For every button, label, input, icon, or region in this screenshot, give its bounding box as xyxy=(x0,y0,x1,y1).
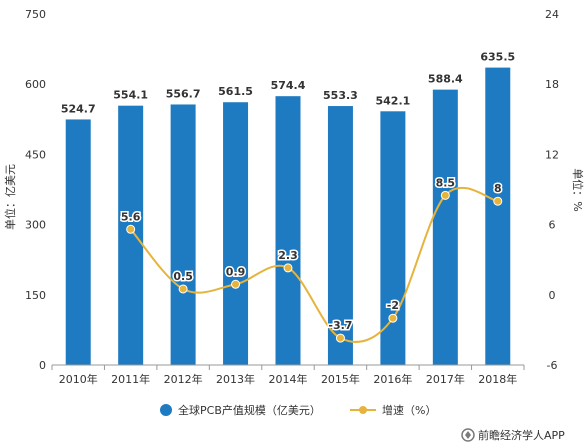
legend-line-dot xyxy=(359,406,367,414)
axes: 2010年 2011年 2012年 2013年 2014年 2015年 2016年 2017年… xyxy=(25,8,559,386)
data-labels: 524.7 554.1 556.7 561.5 574.4 553.3 542.1 588.4… xyxy=(61,51,515,334)
line-value-label: -2 xyxy=(387,299,399,312)
line-value-label: -3.7 xyxy=(328,319,352,332)
bar xyxy=(118,105,144,365)
y-right-tick-label: 18 xyxy=(545,78,559,91)
line-point xyxy=(440,190,450,200)
x-tick-label: 2017年 xyxy=(426,372,465,386)
y-right-tick-label: 12 xyxy=(545,148,559,161)
bar xyxy=(327,106,353,365)
x-tick-label: 2014年 xyxy=(269,372,308,386)
legend-line-label: 增速（%） xyxy=(382,403,436,417)
line-value-label-halo: 0.9 xyxy=(226,265,246,278)
line-value-label-halo: 5.6 xyxy=(121,210,141,223)
line-value-label-halo: 8 xyxy=(494,182,502,195)
bar xyxy=(432,89,458,366)
line-point xyxy=(231,279,241,289)
line-value-label: 2.3 xyxy=(278,249,298,262)
line-value-label-halo: 8.5 xyxy=(436,176,456,189)
bar-series xyxy=(65,67,511,366)
y-axis-right-title: 单位：% xyxy=(571,168,585,211)
bar xyxy=(223,102,249,365)
y-left-tick-label: 600 xyxy=(25,78,46,91)
footer-brand: 前瞻经济学人APP xyxy=(461,428,565,442)
legend: 全球PCB产值规模（亿美元） 增速（%） xyxy=(160,403,436,417)
line-value-label-halo: -2 xyxy=(387,299,399,312)
line-value-label-halo: 0.5 xyxy=(173,270,193,283)
line-value-label: 0.9 xyxy=(226,265,246,278)
x-tick-label: 2018年 xyxy=(478,372,517,386)
y-right-tick-label: 24 xyxy=(545,8,559,21)
bar-value-label: 588.4 xyxy=(428,73,463,86)
x-tick-label: 2012年 xyxy=(164,372,203,386)
line-value-label: 8 xyxy=(494,182,502,195)
y-axis-left-title: 单位：亿美元 xyxy=(3,164,17,230)
bar-value-label: 635.5 xyxy=(480,51,515,64)
y-right-tick-label: 6 xyxy=(549,219,556,232)
bar-value-label: 556.7 xyxy=(166,87,201,100)
y-left-tick-label: 0 xyxy=(39,359,46,372)
bar-value-label: 561.5 xyxy=(218,85,253,98)
y-left-tick-label: 450 xyxy=(25,148,46,161)
y-left-tick-label: 150 xyxy=(25,289,46,302)
line-value-label: 0.5 xyxy=(173,270,193,283)
x-tick-label: 2011年 xyxy=(111,372,150,386)
y-right-tick-label: -6 xyxy=(547,359,558,372)
bar xyxy=(170,104,196,365)
bar xyxy=(275,96,301,366)
y-left-tick-label: 300 xyxy=(25,219,46,232)
bar xyxy=(380,111,406,365)
brand-logo-mark xyxy=(465,431,471,439)
bar xyxy=(65,119,91,365)
bar xyxy=(485,67,511,365)
y-left-tick-label: 750 xyxy=(25,8,46,21)
line-point xyxy=(283,263,293,273)
line-value-label: 8.5 xyxy=(436,176,456,189)
y-right-tick-label: 0 xyxy=(549,289,556,302)
bar-value-label: 524.7 xyxy=(61,102,96,115)
line-point xyxy=(178,284,188,294)
line-value-label-halo: 2.3 xyxy=(278,249,298,262)
footer-text: 前瞻经济学人APP xyxy=(478,428,565,442)
x-tick-label: 2013年 xyxy=(216,372,255,386)
line-point xyxy=(493,196,503,206)
legend-bar-label: 全球PCB产值规模（亿美元） xyxy=(178,403,321,417)
x-tick-label: 2016年 xyxy=(373,372,412,386)
x-tick-label: 2015年 xyxy=(321,372,360,386)
brand-logo-icon xyxy=(461,428,475,442)
line-series xyxy=(126,186,503,343)
bar-value-label: 542.1 xyxy=(375,94,410,107)
bar-value-label: 574.4 xyxy=(271,79,306,92)
bar-value-label: 553.3 xyxy=(323,89,358,102)
bar-value-label: 554.1 xyxy=(113,89,148,102)
line-value-label: 5.6 xyxy=(121,210,141,223)
line-point xyxy=(126,224,136,234)
line-value-label-halo: -3.7 xyxy=(328,319,352,332)
legend-bar-marker xyxy=(160,404,172,416)
line-point xyxy=(388,313,398,323)
line-point xyxy=(335,333,345,343)
x-tick-label: 2010年 xyxy=(59,372,98,386)
